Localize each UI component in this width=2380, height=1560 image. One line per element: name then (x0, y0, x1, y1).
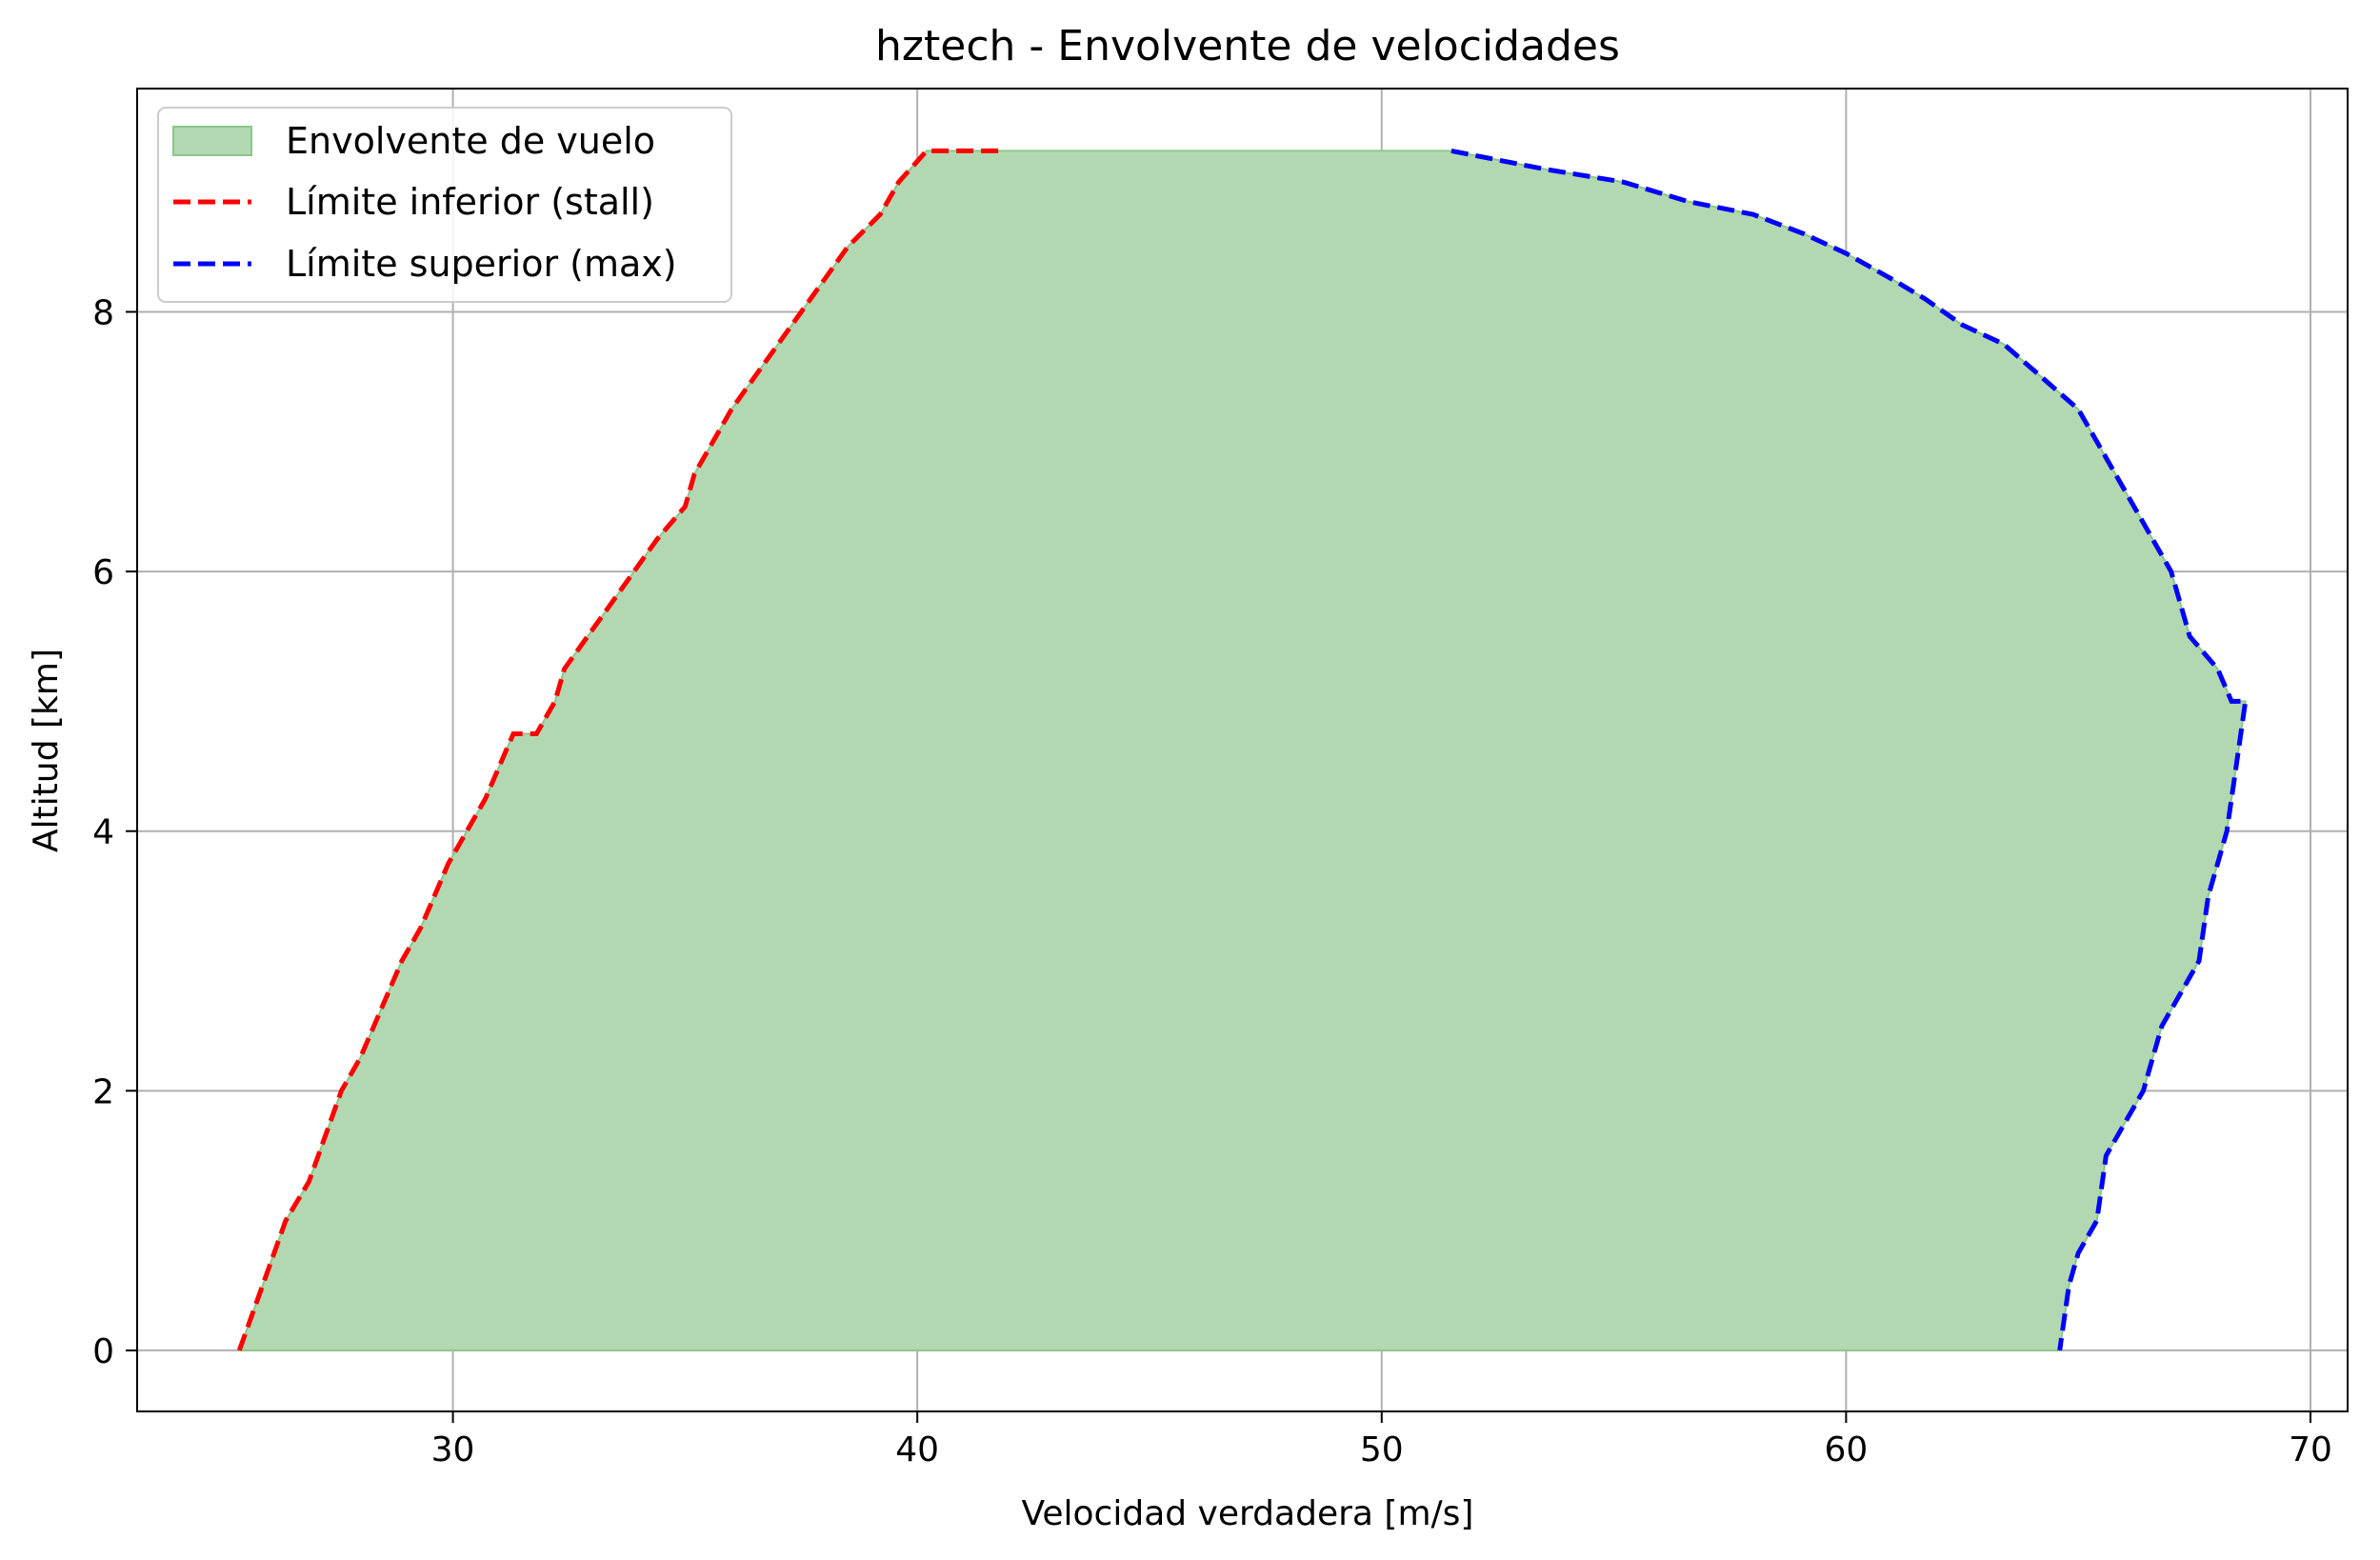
stall-limit-line (236, 148, 1001, 1351)
x-tick-label: 50 (1360, 1430, 1404, 1470)
y-tick-label: 2 (92, 1072, 114, 1111)
y-tick-label: 4 (92, 813, 114, 852)
x-tick-label: 30 (431, 1430, 475, 1470)
x-axis-label: Velocidad verdadera [m/s] (1022, 1494, 1474, 1533)
plot-area (236, 148, 2249, 1351)
axis-ticks: 30 40 50 60 70 0 2 4 6 8 (92, 293, 2332, 1470)
legend: Envolvente de vuelo Límite inferior (sta… (157, 107, 732, 303)
legend-frame (157, 107, 732, 303)
legend-label-stall: Límite inferior (stall) (286, 181, 654, 223)
legend-label-envolvente: Envolvente de vuelo (286, 120, 655, 162)
legend-swatch-envolvente (172, 126, 252, 156)
chart-title: hztech - Envolvente de velocidades (875, 22, 1620, 70)
y-tick-label: 6 (92, 553, 114, 592)
legend-label-max: Límite superior (max) (286, 243, 677, 285)
max-limit-line (1450, 148, 2249, 1351)
x-tick-label: 40 (895, 1430, 939, 1470)
y-tick-label: 8 (92, 293, 114, 332)
axes-frame (136, 88, 2349, 1412)
x-tick-label: 60 (1824, 1430, 1868, 1470)
y-axis-label: Altitud [km] (27, 649, 66, 852)
x-tick-label: 70 (2289, 1430, 2332, 1470)
y-tick-label: 0 (92, 1332, 114, 1371)
